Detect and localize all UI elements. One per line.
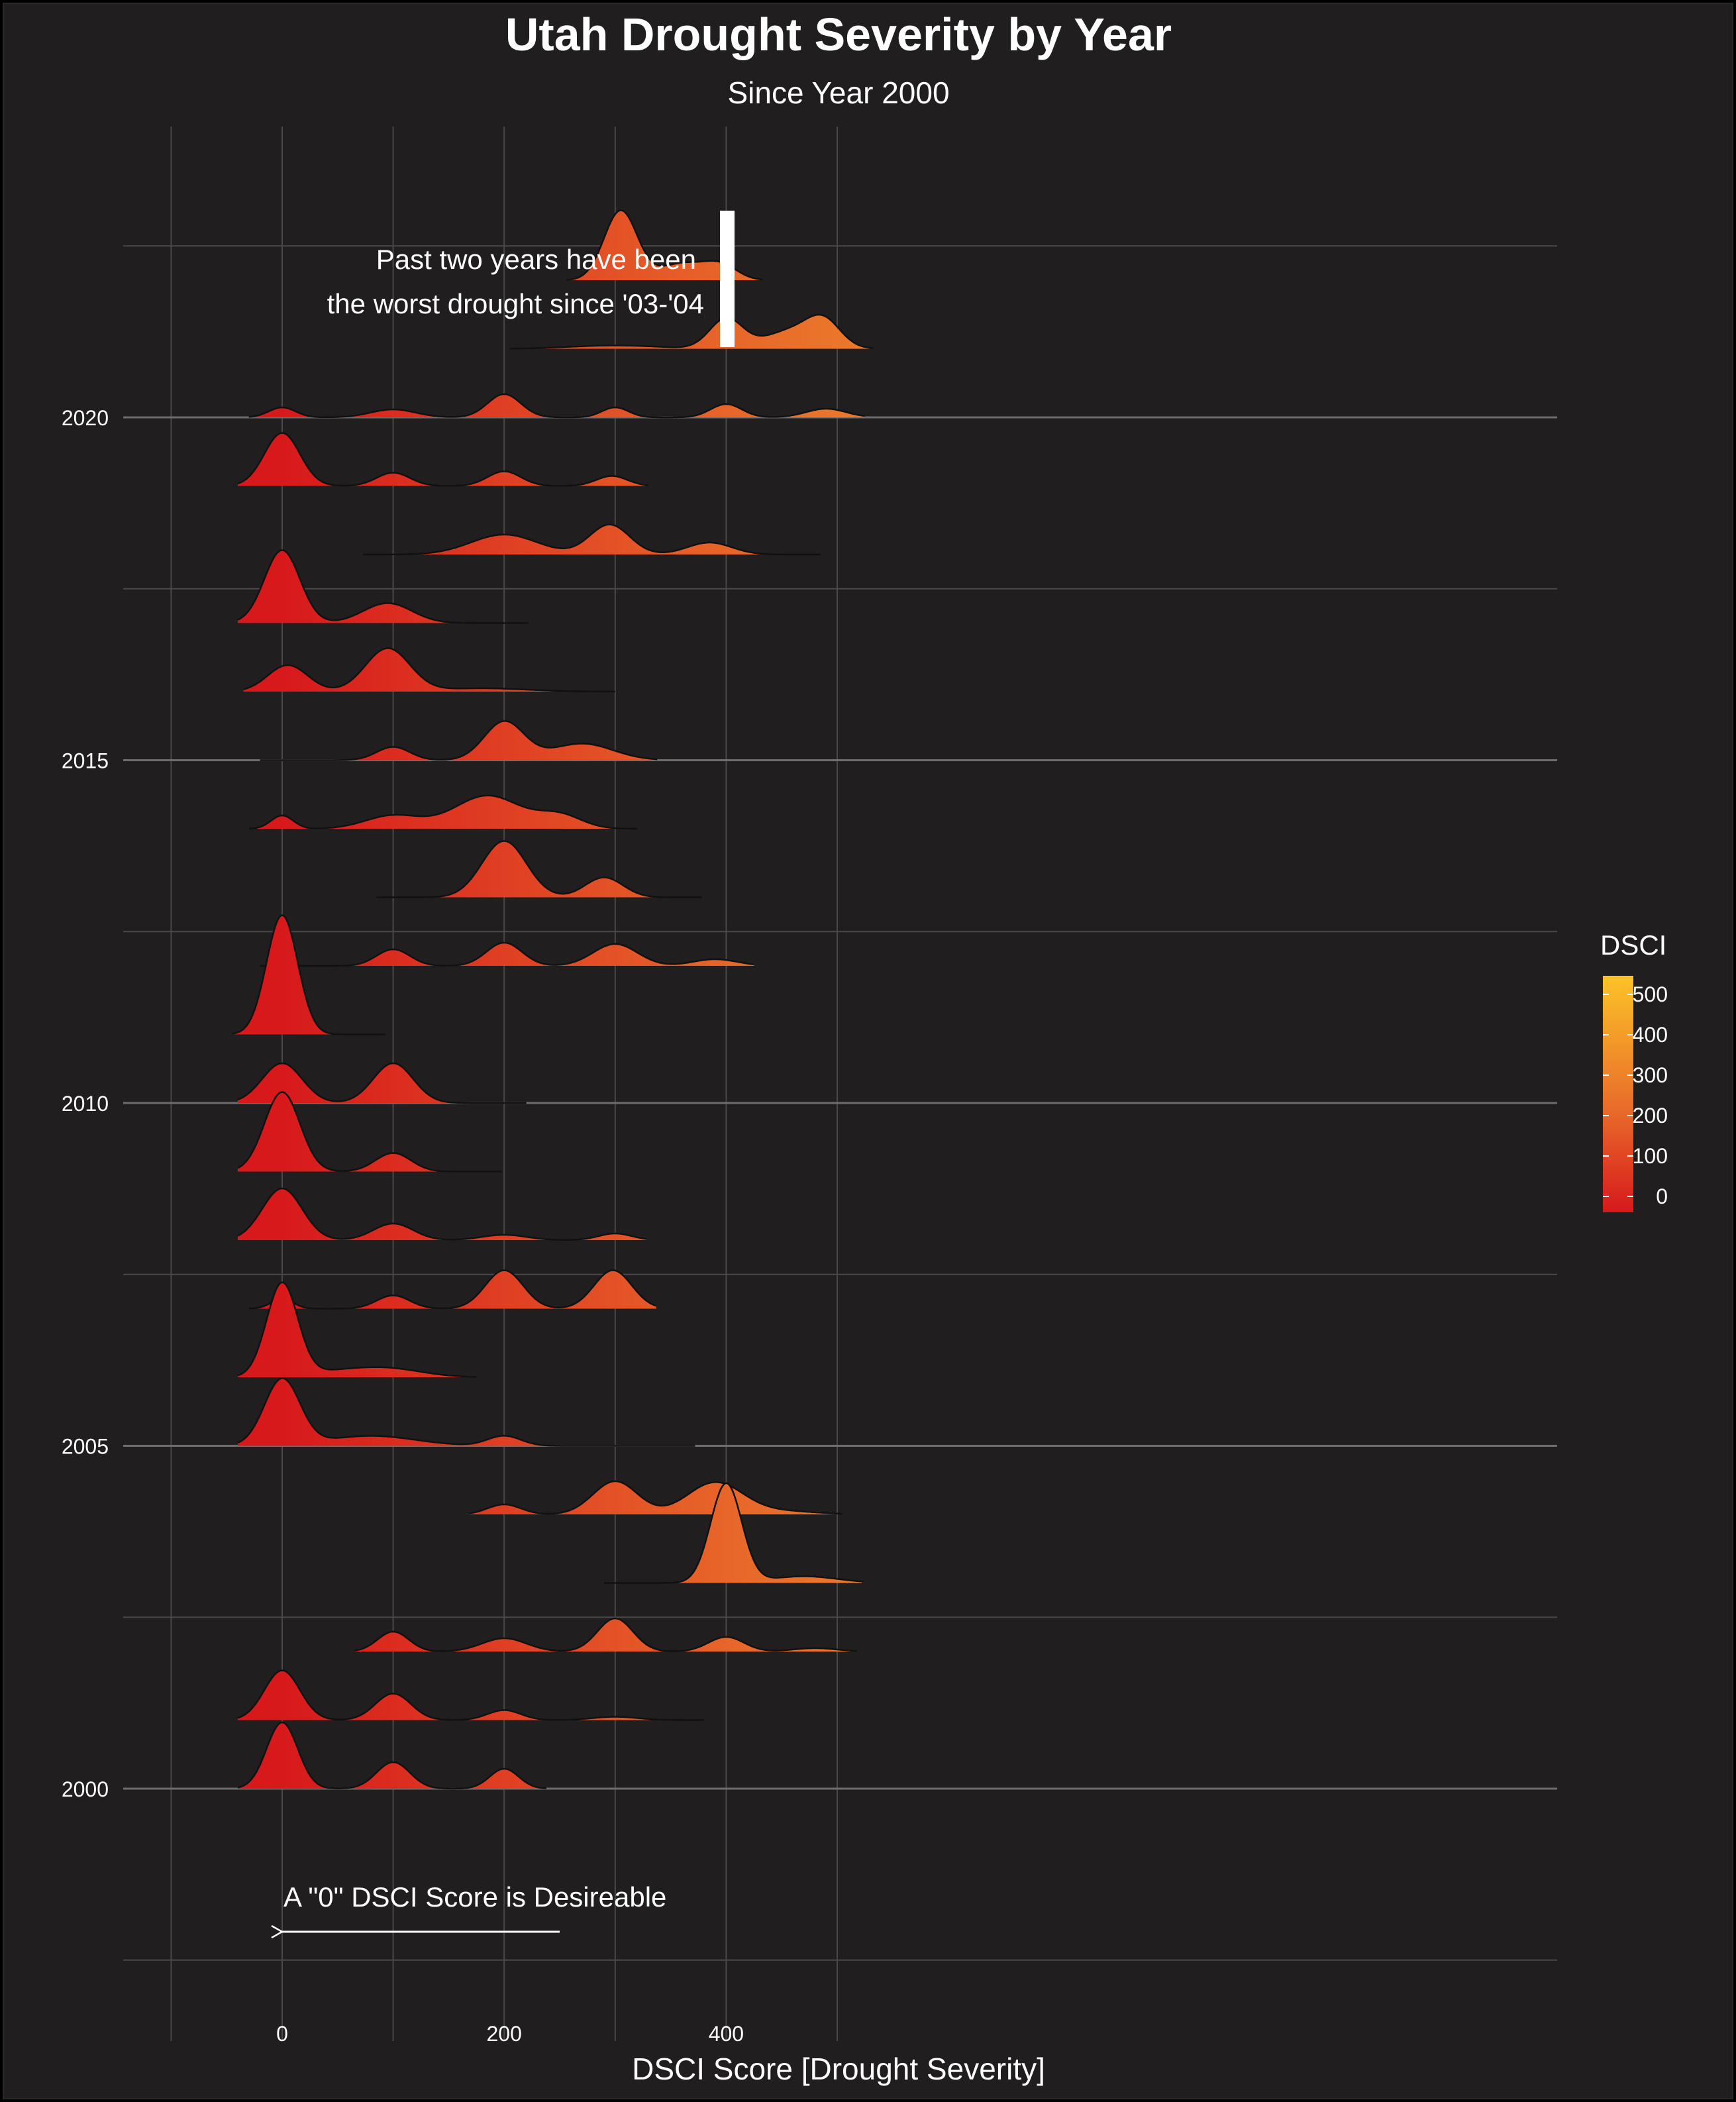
ridge-outline xyxy=(468,1480,843,1515)
ridge-outline xyxy=(237,1377,695,1447)
legend-tick-label: 400 xyxy=(1633,1023,1668,1047)
ridge-fill xyxy=(509,315,873,349)
annotation-desirable-text: A "0" DSCI Score is Desireable xyxy=(283,1881,666,1913)
ridge-outline xyxy=(237,432,649,487)
annotation-line-2: the worst drought since '03-'04 xyxy=(327,288,704,319)
ridge-2001 xyxy=(237,1669,704,1721)
legend-tick-label: 500 xyxy=(1633,982,1668,1006)
ridge-fill xyxy=(238,1092,502,1172)
ridge-2006 xyxy=(237,1281,477,1378)
y-tick-label: 2005 xyxy=(62,1435,109,1459)
legend-colorbar xyxy=(1603,976,1633,1212)
y-tick-label: 2010 xyxy=(62,1092,109,1116)
y-tick-label: 2000 xyxy=(62,1777,109,1801)
ridge-2020 xyxy=(248,393,866,419)
ridge-outline xyxy=(354,1617,858,1652)
x-tick-label: 0 xyxy=(276,2022,288,2046)
ridge-outline xyxy=(260,941,754,967)
x-axis-title: DSCI Score [Drought Severity] xyxy=(632,2052,1045,2086)
ridge-outline xyxy=(260,720,658,761)
ridge-2010 xyxy=(237,1062,527,1104)
ridge-2018 xyxy=(363,523,821,556)
ridge-fill xyxy=(238,1188,646,1240)
x-tick-label: 200 xyxy=(487,2022,522,2046)
ridge-2005 xyxy=(237,1377,695,1447)
ridge-2009 xyxy=(237,1091,502,1173)
x-tick-label: 400 xyxy=(709,2022,744,2046)
ridge-2002 xyxy=(354,1617,858,1652)
ridge-outline xyxy=(237,1721,546,1790)
legend-tick-label: 100 xyxy=(1633,1144,1668,1168)
annotation-desirable: A "0" DSCI Score is Desireable xyxy=(282,1881,666,1932)
ridge-fill xyxy=(238,1063,527,1103)
ridge-outline xyxy=(237,1091,502,1173)
ridge-fill xyxy=(238,550,529,623)
chart-canvas: 2000 2005 2010 2015 2020 0 200 400 Utah Drough… xyxy=(3,3,1733,2099)
ridge-2019 xyxy=(237,432,649,487)
ridge-2008 xyxy=(237,1187,646,1241)
ridge-2015 xyxy=(260,720,658,761)
chart-title: Utah Drought Severity by Year xyxy=(505,9,1172,60)
ridge-outline xyxy=(604,1482,862,1584)
ridge-fill xyxy=(354,1618,858,1652)
ridge-fill xyxy=(232,915,385,1035)
x-axis: 0 200 400 xyxy=(276,2022,744,2046)
annotation-line-1: Past two years have been xyxy=(376,244,696,275)
ridge-outline xyxy=(237,549,529,624)
ridge-2016 xyxy=(243,647,615,693)
ridge-fill xyxy=(238,1722,546,1789)
legend-ticks: 0 100 200 300 400 500 xyxy=(1603,982,1668,1208)
ridge-outline xyxy=(363,523,821,556)
legend-tick-label: 0 xyxy=(1656,1184,1668,1208)
ridge-outline xyxy=(248,393,866,419)
ridge-fill xyxy=(238,1670,704,1720)
ridge-2000 xyxy=(237,1721,546,1790)
annotation-drought: Past two years have been the worst droug… xyxy=(327,211,735,347)
legend-title: DSCI xyxy=(1600,929,1666,961)
ridge-outline xyxy=(237,1187,646,1241)
ridge-outline xyxy=(237,1062,527,1104)
y-tick-label: 2015 xyxy=(62,749,109,773)
ridge-2013 xyxy=(376,840,702,898)
y-tick-label: 2020 xyxy=(62,406,109,430)
ridge-fill xyxy=(376,841,702,898)
legend: DSCI 0 100 200 300 400 500 xyxy=(1600,929,1668,1212)
ridge-2007 xyxy=(248,1269,657,1310)
ridge-fill xyxy=(363,524,821,554)
ridge-outline xyxy=(248,1269,657,1310)
annotation-bar xyxy=(720,211,735,347)
ridge-outline xyxy=(243,647,615,693)
ridge-2004 xyxy=(468,1480,843,1515)
ridge-outline xyxy=(237,1669,704,1721)
legend-tick-label: 200 xyxy=(1633,1104,1668,1128)
ridge-2017 xyxy=(237,549,529,624)
ridge-fill xyxy=(468,1481,843,1514)
legend-tick-label: 300 xyxy=(1633,1063,1668,1087)
y-axis: 2000 2005 2010 2015 2020 xyxy=(62,406,109,1801)
ridge-fill xyxy=(238,1378,695,1446)
ridge-outline xyxy=(232,914,385,1035)
ridge-fill xyxy=(248,795,638,829)
chart-subtitle: Since Year 2000 xyxy=(727,76,949,110)
ridges xyxy=(232,209,873,1790)
ridge-outline xyxy=(509,313,873,350)
ridge-fill xyxy=(248,394,865,417)
ridge-fill xyxy=(238,433,649,486)
ridge-fill xyxy=(238,1282,477,1377)
ridge-2011 xyxy=(232,914,385,1035)
ridge-2012 xyxy=(260,941,754,967)
ridge-fill xyxy=(604,1483,862,1583)
ridge-fill xyxy=(260,943,754,966)
ridge-2021 xyxy=(509,313,873,350)
ridge-outline xyxy=(248,794,638,830)
ridge-fill xyxy=(566,210,763,280)
ridge-fill xyxy=(260,721,658,761)
ridge-2003 xyxy=(604,1482,862,1584)
ridge-fill xyxy=(248,1270,656,1309)
ridge-2014 xyxy=(248,794,638,830)
ridge-outline xyxy=(376,840,702,898)
ridge-outline xyxy=(237,1281,477,1378)
